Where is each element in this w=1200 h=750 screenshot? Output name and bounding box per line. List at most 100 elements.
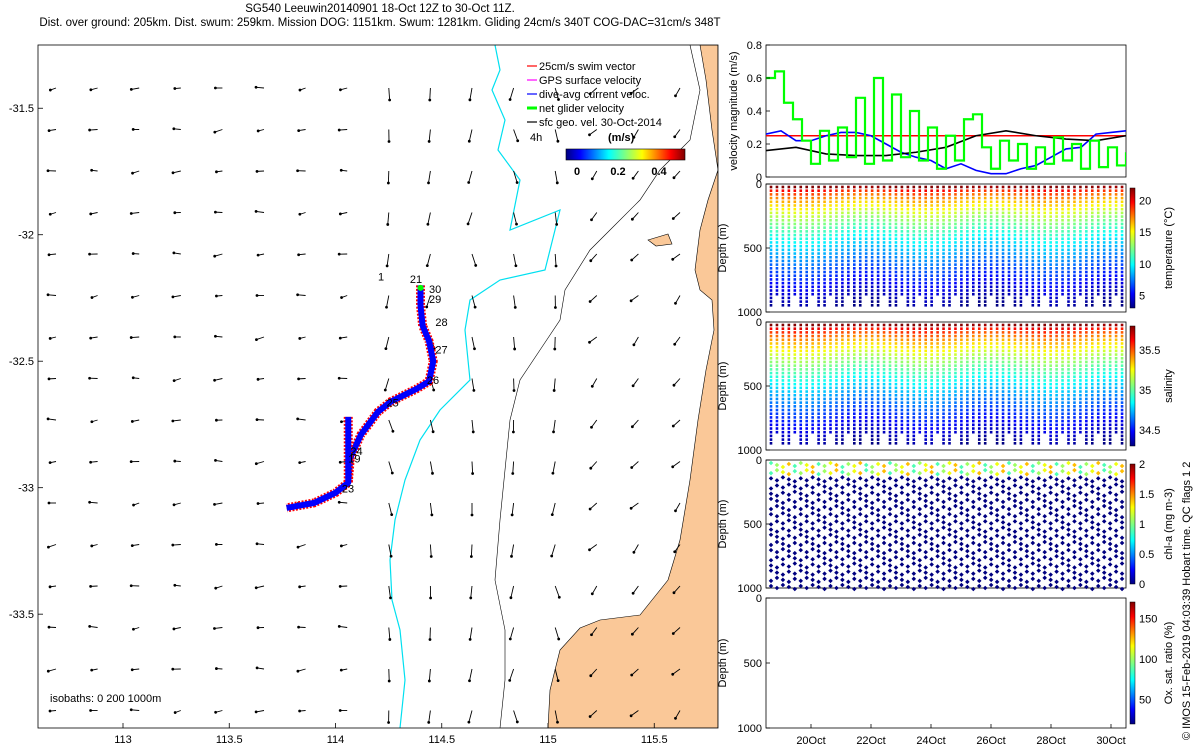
section-sample <box>995 237 999 241</box>
section-sample <box>1019 401 1023 404</box>
section-sample <box>864 419 868 423</box>
section-sample <box>989 248 993 252</box>
section-sample <box>906 364 910 367</box>
section-sample <box>781 304 785 307</box>
section-sample <box>829 364 832 367</box>
section-sample <box>1108 412 1112 416</box>
section-sample <box>906 412 910 416</box>
current-arrow-head <box>47 545 50 549</box>
section-sample <box>1025 204 1029 207</box>
section-sample <box>858 241 862 244</box>
section-sample <box>948 211 951 215</box>
section-sample <box>1120 342 1124 345</box>
section-sample <box>769 397 773 401</box>
section-sample <box>1091 397 1094 401</box>
section-sample <box>1096 360 1100 364</box>
section-sample <box>1061 241 1064 244</box>
section-sample <box>888 423 892 427</box>
section-sample <box>930 304 933 307</box>
section-sample <box>1061 292 1064 296</box>
section-sample <box>882 423 886 427</box>
section-sample <box>1037 368 1041 371</box>
section-sample <box>1025 289 1029 292</box>
section-sample <box>793 427 797 430</box>
section-sample <box>948 379 951 382</box>
section-sample <box>841 218 844 222</box>
section-sample <box>853 270 856 274</box>
section-sample <box>911 504 917 510</box>
section-sample <box>1043 230 1046 233</box>
section-sample <box>930 412 933 416</box>
section-sample <box>1001 285 1005 289</box>
section-sample <box>817 368 820 371</box>
section-sample <box>1055 349 1058 353</box>
section-sample <box>876 419 880 423</box>
section-sample <box>906 353 910 356</box>
section-sample <box>876 405 880 408</box>
current-arrow-head <box>631 591 635 595</box>
section-sample <box>948 408 951 412</box>
section-sample <box>1079 379 1082 382</box>
section-sample <box>1073 375 1076 379</box>
section-sample <box>769 304 773 307</box>
section-sample <box>1049 401 1052 404</box>
section-sample <box>1037 356 1041 360</box>
section-sample <box>847 230 850 233</box>
section-sample <box>1061 230 1064 233</box>
section-sample <box>811 189 814 192</box>
section-sample <box>930 382 933 386</box>
colorbar-tick-label: 35.5 <box>1139 345 1160 357</box>
section-sample <box>799 185 803 189</box>
section-sample <box>1085 397 1088 401</box>
section-sample <box>1114 419 1118 423</box>
section-sample <box>787 379 791 382</box>
velocity-panel[interactable]: 00.20.40.60.8 velocity magnitude (m/s) <box>728 40 1127 184</box>
section-sample <box>1120 405 1124 408</box>
section-sample <box>917 496 923 502</box>
section-sample <box>942 393 945 397</box>
section-sample <box>858 296 862 300</box>
section-sample <box>960 207 963 211</box>
section-sample <box>935 569 940 574</box>
section-sample <box>972 390 975 393</box>
section-sample <box>799 207 803 211</box>
current-arrow-head <box>427 181 430 185</box>
section-sample <box>929 505 934 511</box>
section-sample <box>1091 427 1094 430</box>
section-sample <box>942 334 945 338</box>
section-sample <box>1037 405 1041 408</box>
section-sample <box>924 412 927 416</box>
section-sample <box>882 252 886 255</box>
section-sample <box>858 408 862 412</box>
section-sample <box>882 204 886 207</box>
section-sample <box>954 274 957 278</box>
section-sample <box>875 497 881 503</box>
section-sample <box>1120 371 1124 375</box>
section-sample <box>1031 438 1035 441</box>
section-sample <box>787 255 791 259</box>
section-sample <box>935 482 940 487</box>
section-sample <box>1013 185 1017 189</box>
section-sample <box>989 334 993 338</box>
section-sample <box>1019 226 1023 229</box>
section-sample <box>817 281 820 285</box>
section-sample <box>1001 382 1005 386</box>
current-arrow <box>513 295 516 308</box>
section-sample <box>875 471 881 477</box>
section-sample <box>817 349 820 353</box>
section-sample <box>1007 218 1011 222</box>
section-sample <box>918 230 922 233</box>
section-sample <box>912 270 916 274</box>
current-arrow <box>511 544 515 557</box>
legend-time: 4h <box>530 132 542 144</box>
section-sample <box>888 353 892 356</box>
section-sample <box>876 397 880 401</box>
current-arrow-head <box>89 336 93 340</box>
section-sample <box>829 218 832 222</box>
section-sample <box>769 438 773 441</box>
section-sample <box>857 522 863 527</box>
section-sample <box>1031 364 1035 367</box>
section-sample <box>1091 281 1094 285</box>
